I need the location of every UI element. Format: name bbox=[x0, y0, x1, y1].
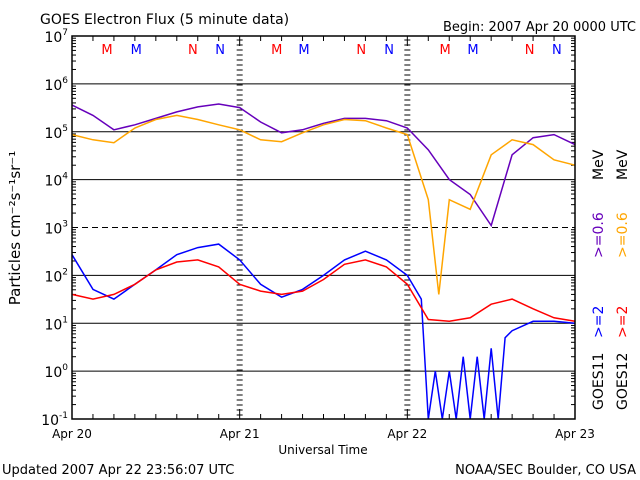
y-tick-label: 101 bbox=[44, 315, 68, 333]
marker-n: N bbox=[356, 43, 366, 58]
y-tick-label: 10-1 bbox=[41, 411, 68, 429]
begin-label: Begin: 2007 Apr 20 0000 UTC bbox=[443, 20, 636, 35]
x-axis-label: Universal Time bbox=[278, 443, 367, 457]
x-tick-label: Apr 22 bbox=[387, 427, 427, 441]
marker-n: N bbox=[215, 43, 225, 58]
source-label: NOAA/SEC Boulder, CO USA bbox=[455, 463, 636, 478]
series-lines bbox=[71, 103, 576, 420]
y-tick-label: 106 bbox=[44, 76, 68, 94]
y-tick-labels: 107 106 105 104 103 102 101 100 10-1 bbox=[41, 28, 68, 429]
marker-m: M bbox=[271, 43, 282, 58]
plot-frame bbox=[71, 35, 576, 420]
grid bbox=[72, 39, 575, 416]
updated-label: Updated 2007 Apr 22 23:56:07 UTC bbox=[2, 463, 234, 478]
marker-m: M bbox=[298, 43, 309, 58]
x-tick-label: Apr 23 bbox=[555, 427, 595, 441]
legend-text: MeV bbox=[615, 149, 631, 180]
legend-text: GOES12 bbox=[615, 353, 631, 410]
marker-m: M bbox=[131, 43, 142, 58]
legend-text: >=0.6 bbox=[591, 212, 607, 258]
marker-n: N bbox=[552, 43, 562, 58]
legend-text: >=2 bbox=[591, 306, 607, 338]
series-line-goes12-0-6-mev bbox=[71, 114, 576, 295]
legend-text: >=0.6 bbox=[615, 212, 631, 258]
series-line-goes12-2-mev bbox=[71, 259, 576, 323]
marker-m: M bbox=[467, 43, 478, 58]
y-tick-label: 102 bbox=[44, 267, 68, 285]
y-tick-label: 105 bbox=[44, 124, 68, 142]
x-tick-label: Apr 20 bbox=[52, 427, 92, 441]
marker-n: N bbox=[384, 43, 394, 58]
y-tick-label: 100 bbox=[44, 363, 68, 381]
legend-text: >=2 bbox=[615, 306, 631, 338]
x-tick-label: Apr 21 bbox=[220, 427, 260, 441]
y-tick-label: 107 bbox=[44, 28, 68, 46]
marker-m: M bbox=[101, 43, 112, 58]
y-tick-label: 104 bbox=[44, 172, 68, 190]
y-axis-label: Particles cm⁻²s⁻¹sr⁻¹ bbox=[6, 151, 24, 305]
legend-text: GOES11 bbox=[591, 353, 607, 410]
y-tick-label: 103 bbox=[44, 220, 68, 238]
legend-text: MeV bbox=[591, 149, 607, 180]
series-line-goes11-0-6-mev bbox=[71, 103, 576, 228]
marker-n: N bbox=[525, 43, 535, 58]
series-line-goes11-2-mev bbox=[71, 243, 576, 420]
marker-n: N bbox=[188, 43, 198, 58]
right-legend: GOES11 >=2 >=0.6 MeV GOES12 >=2 >=0.6 MeV bbox=[591, 149, 631, 410]
marker-m: M bbox=[439, 43, 450, 58]
chart-title: GOES Electron Flux (5 minute data) bbox=[40, 12, 289, 28]
x-tick-labels: Apr 20 Apr 21 Apr 22 Apr 23 bbox=[52, 427, 595, 441]
